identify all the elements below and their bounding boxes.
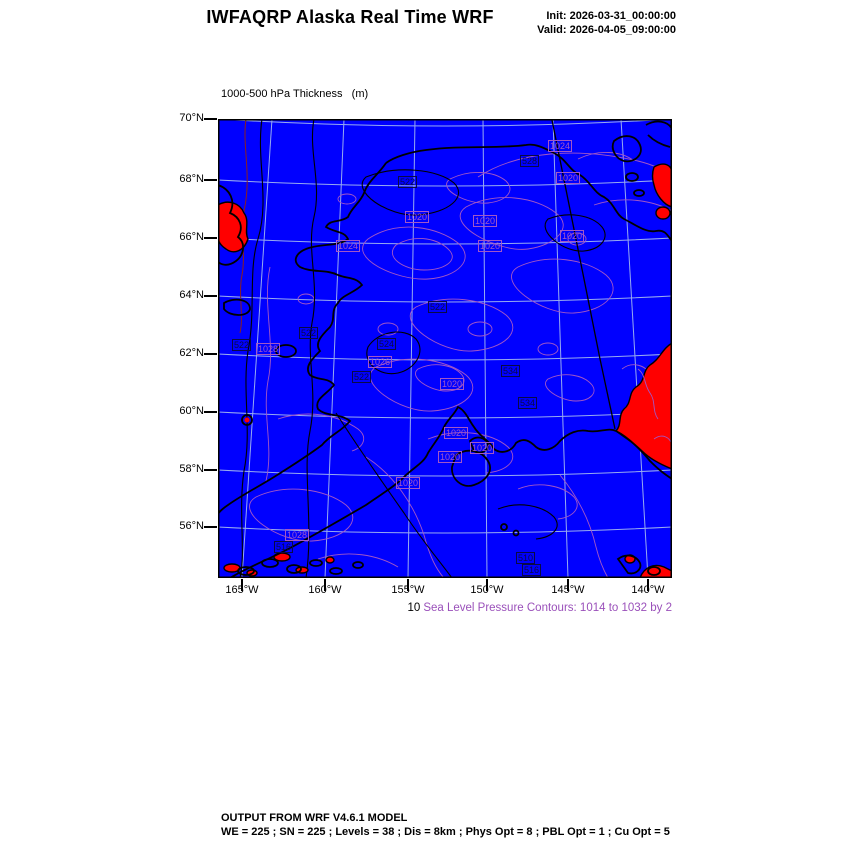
contour-label: 516 [274, 541, 294, 553]
contour-label: 1028 [285, 529, 310, 541]
legend-line-thickness-1: 1000-500 hPa Thickness (m) [221, 87, 369, 100]
terrain-patch-layer [217, 163, 673, 579]
lon-axis-label: 165°W [225, 584, 259, 596]
lon-tick-mark [241, 579, 243, 591]
lat-axis-label: 64°N [179, 289, 204, 301]
contour-label: 1020 [560, 230, 585, 242]
model-footer: OUTPUT FROM WRF V4.6.1 MODEL WE = 225 ; … [221, 812, 670, 839]
lat-axis-label: 70°N [179, 112, 204, 124]
lat-tick-mark [204, 411, 217, 413]
contour-label: 1026 [368, 356, 393, 368]
lat-tick-mark [204, 353, 217, 355]
contour-label: 1020 [478, 240, 503, 252]
contour-label: 1020 [438, 451, 463, 463]
lon-tick-mark [567, 579, 569, 591]
lat-tick-mark [204, 179, 217, 181]
contour-label: 1020 [440, 378, 465, 390]
footer-model-line: OUTPUT FROM WRF V4.6.1 MODEL [221, 812, 408, 824]
contour-label: 1020 [396, 477, 421, 489]
lat-tick-mark [204, 118, 217, 120]
sea-fill [218, 119, 672, 578]
border-141w [551, 119, 616, 430]
contour-label: 1024 [336, 240, 361, 252]
contour-label: 1020 [470, 442, 495, 454]
lon-axis-label: 140°W [631, 584, 665, 596]
contour-label: 522 [352, 371, 372, 383]
lat-tick-mark [204, 237, 217, 239]
contour-label: 522 [299, 327, 319, 339]
lat-axis-label: 68°N [179, 173, 204, 185]
contour-label: 534 [501, 365, 521, 377]
thickness-contour-layer [239, 118, 606, 579]
contour-label: 516 [522, 564, 542, 576]
contour-label: 534 [518, 397, 538, 409]
caption-prefix: 10 [407, 602, 421, 614]
map-canvas [217, 118, 673, 579]
contour-label: 1024 [548, 140, 573, 152]
lon-tick-mark [647, 579, 649, 591]
lat-tick-mark [204, 526, 217, 528]
contour-label: 510 [516, 552, 536, 564]
lat-axis-label: 56°N [179, 520, 204, 532]
lon-tick-mark [407, 579, 409, 591]
contour-label: 522 [232, 339, 252, 351]
contour-label: 1028 [256, 343, 281, 355]
lon-axis-label: 160°W [308, 584, 342, 596]
contour-label: 1020 [473, 215, 498, 227]
contour-label: 528 [520, 155, 540, 167]
lon-axis-label: 155°W [391, 584, 425, 596]
lat-axis-label: 66°N [179, 231, 204, 243]
slp-contour-caption: 10 Sea Level Pressure Contours: 1014 to 1… [408, 602, 672, 614]
contour-label: 1020 [405, 211, 430, 223]
page-title: IWFAQRP Alaska Real Time WRF [206, 7, 494, 27]
contour-label: 524 [377, 338, 397, 350]
lat-axis-label: 62°N [179, 347, 204, 359]
contour-label: 522 [428, 301, 448, 313]
wrf-map-plot [217, 118, 673, 579]
footer-config-line: WE = 225 ; SN = 225 ; Levels = 38 ; Dis … [221, 825, 670, 838]
caption-text: Sea Level Pressure Contours: 1014 to 103… [423, 602, 672, 614]
lat-axis-label: 60°N [179, 405, 204, 417]
lon-tick-mark [486, 579, 488, 591]
low-center-dot [244, 417, 250, 423]
run-times: Init: 2026-03-31_00:00:00 Valid: 2026-04… [537, 10, 676, 37]
init-time: Init: 2026-03-31_00:00:00 [546, 10, 676, 22]
coastline-layer [217, 120, 673, 579]
valid-time: Valid: 2026-04-05_09:00:00 [537, 23, 676, 36]
lon-axis-label: 145°W [551, 584, 585, 596]
contour-label: 1020 [556, 172, 581, 184]
contour-label: 522 [398, 176, 418, 188]
lon-tick-mark [324, 579, 326, 591]
lat-tick-mark [204, 295, 217, 297]
contour-label: 1020 [444, 427, 469, 439]
map-frame [218, 119, 672, 578]
lat-axis-label: 58°N [179, 463, 204, 475]
lat-tick-mark [204, 469, 217, 471]
lon-axis-label: 150°W [470, 584, 504, 596]
